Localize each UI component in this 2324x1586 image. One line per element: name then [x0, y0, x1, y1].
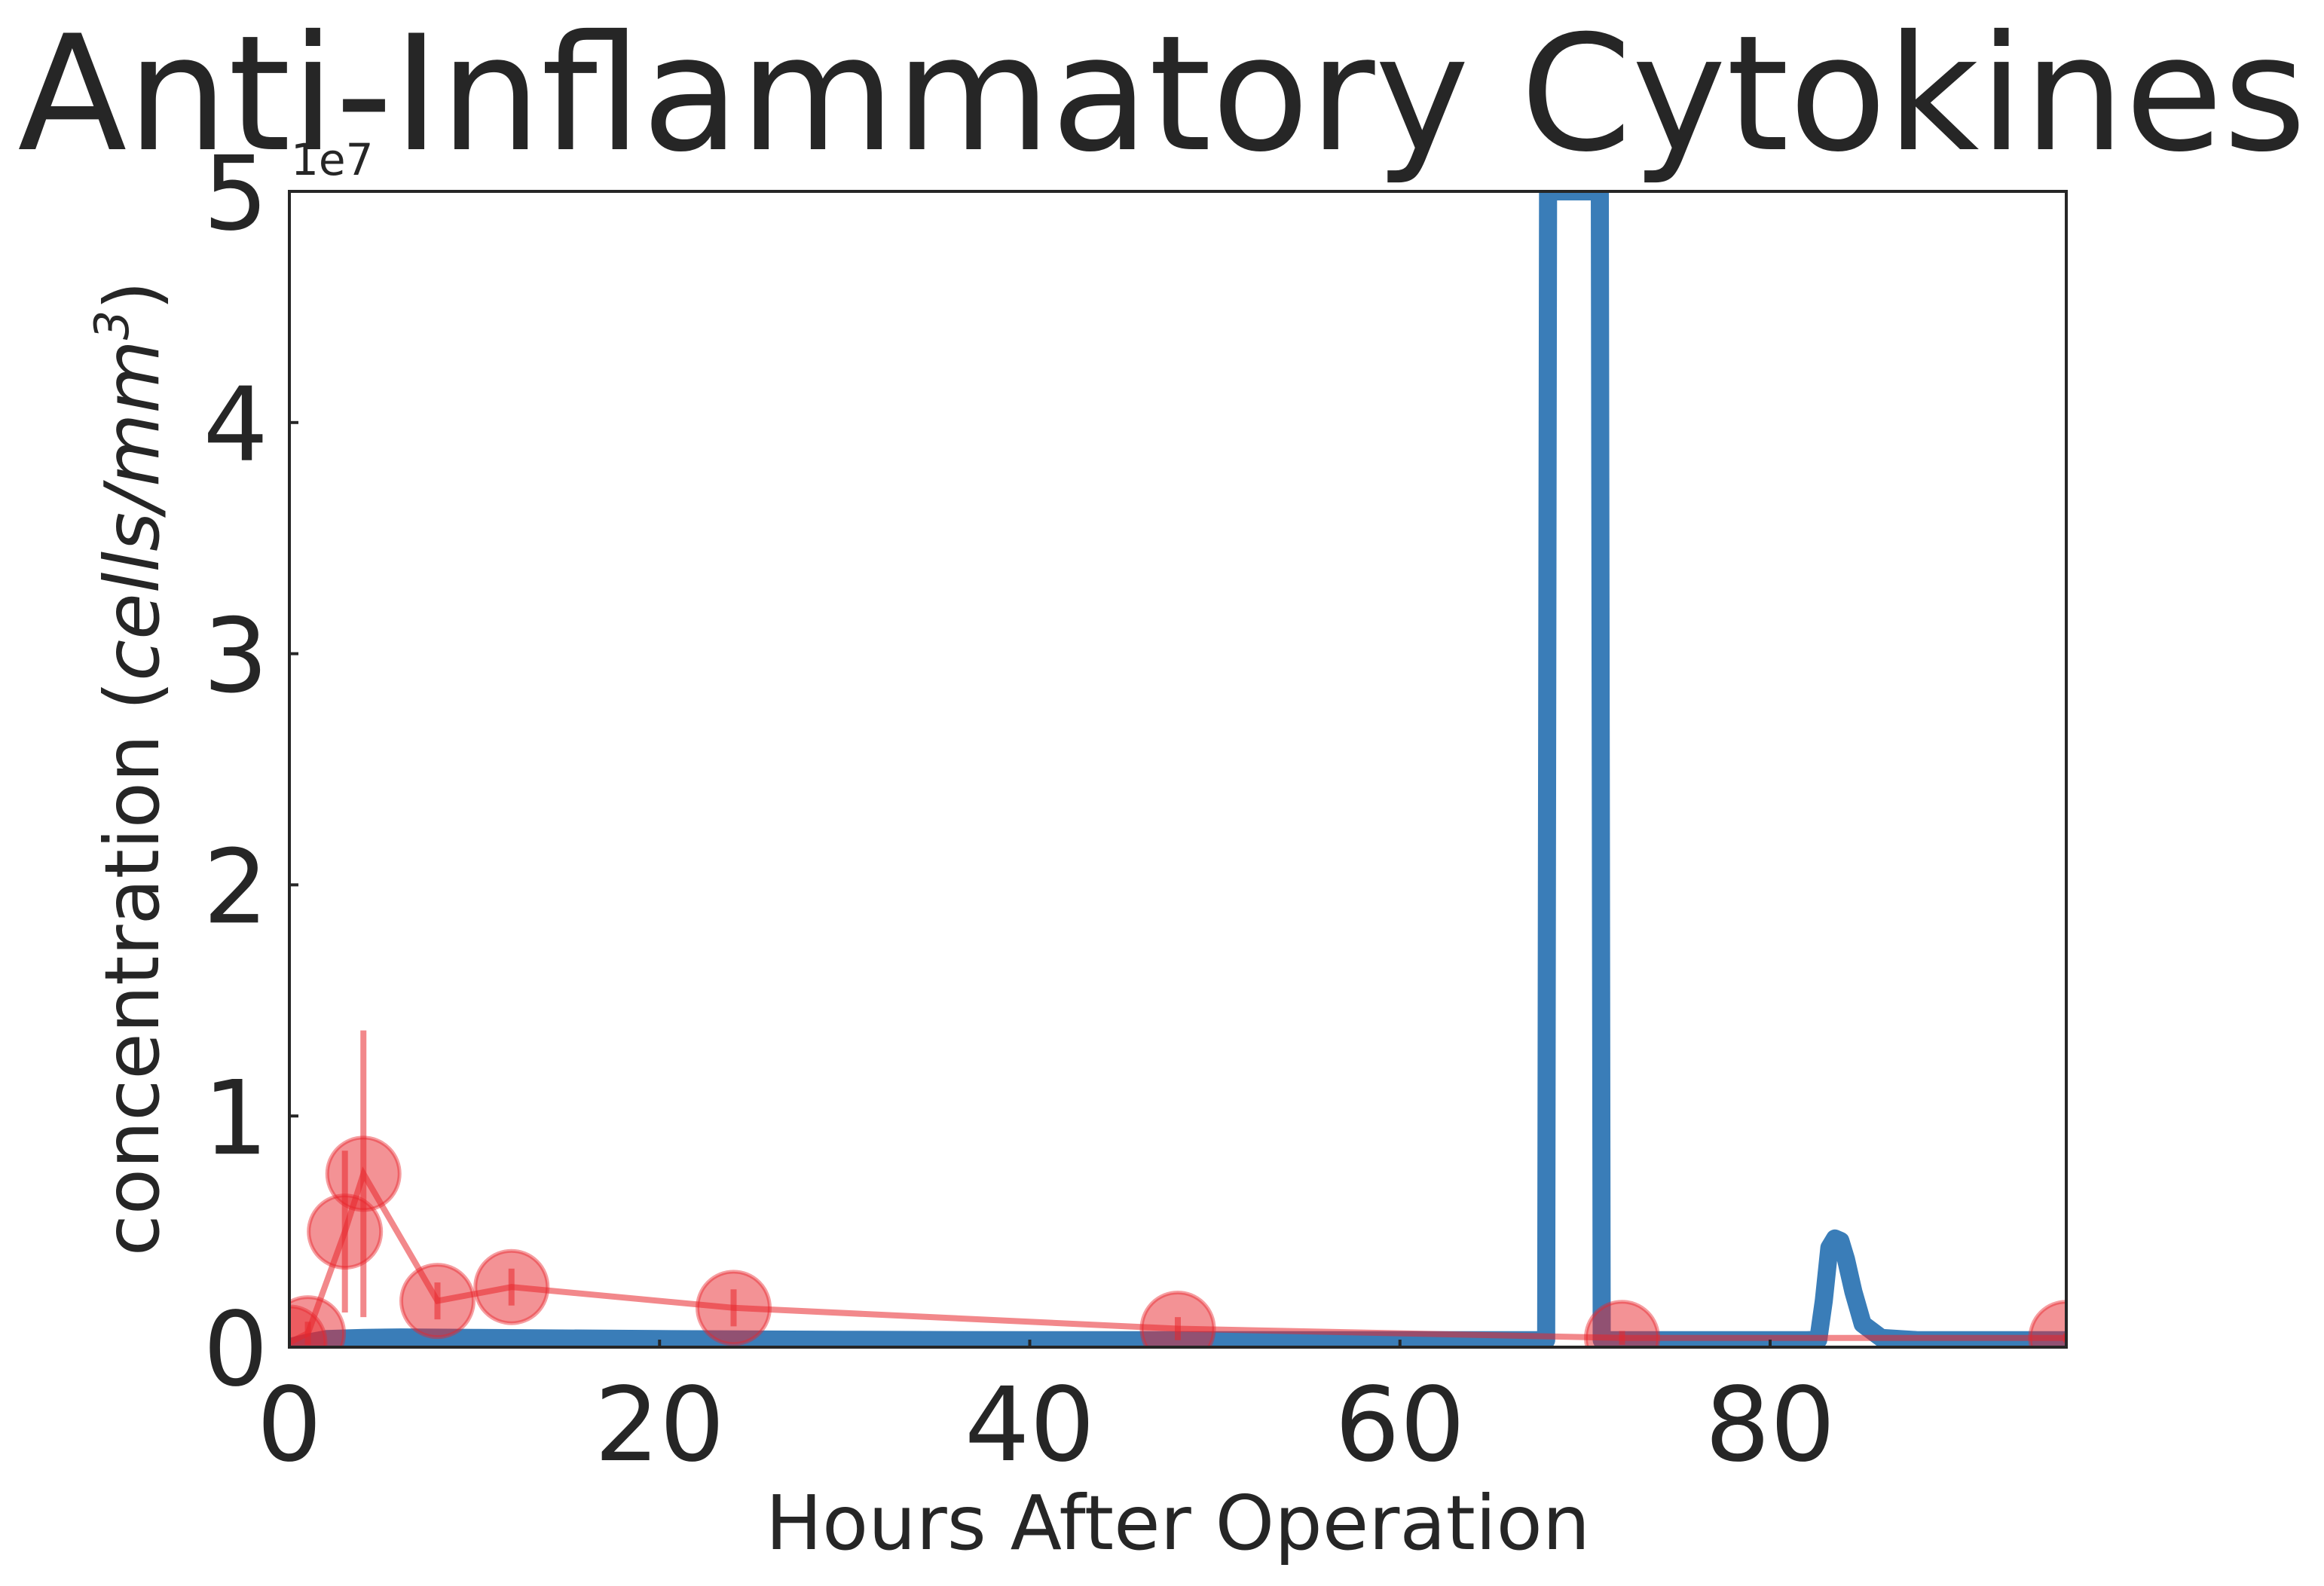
x-tick-label: 0: [257, 1366, 323, 1485]
chart-title: Anti-Inflammatory Cytokines: [17, 1, 2306, 187]
x-tick-label: 80: [1705, 1366, 1835, 1485]
y-tick-label: 1: [203, 1059, 268, 1178]
data-point: [1584, 1300, 1660, 1347]
plot-area: [289, 191, 2066, 1347]
data-point: [1139, 1290, 1216, 1347]
data-point: [399, 1263, 476, 1340]
y-tick-label: 3: [203, 597, 268, 717]
x-axis-label: Hours After Operation: [766, 1479, 1590, 1567]
y-axis: 0 1 2 3 4 5: [203, 135, 298, 1410]
x-axis: 0 20 40 60 80: [257, 1340, 1836, 1485]
data-point: [696, 1270, 772, 1346]
model-series-line: [289, 191, 2066, 1347]
y-offset-label: 1e7: [291, 134, 374, 185]
data-point: [473, 1248, 550, 1325]
data-point: [325, 1135, 402, 1212]
data-point: [2028, 1300, 2066, 1347]
y-tick-label: 5: [203, 135, 268, 254]
data-point: [289, 1295, 347, 1347]
x-tick-label: 20: [595, 1366, 725, 1485]
y-axis-label: concentration (cells/mm3): [84, 281, 176, 1257]
y-tick-label: 0: [203, 1291, 268, 1410]
observed-series-line: [289, 1166, 2066, 1346]
plot-frame: [288, 190, 2068, 1349]
y-tick-label: 4: [203, 366, 268, 485]
y-tick-label: 2: [203, 828, 268, 947]
x-tick-label: 40: [965, 1366, 1095, 1485]
x-tick-label: 60: [1335, 1366, 1465, 1485]
